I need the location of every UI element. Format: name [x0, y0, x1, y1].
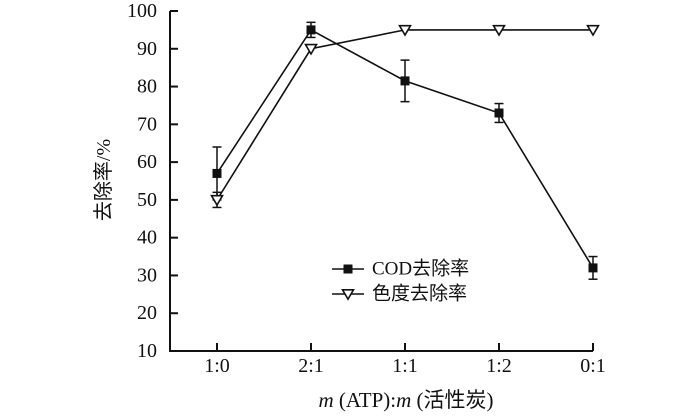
- x-tick-label: 0:1: [580, 355, 606, 377]
- y-tick-label: 70: [137, 113, 157, 135]
- y-tick-label: 50: [137, 189, 157, 211]
- legend-marker: [343, 264, 353, 274]
- chroma-data-point: [398, 24, 412, 37]
- y-tick-label: 20: [137, 302, 157, 324]
- legend-item: 色度去除率: [332, 283, 467, 305]
- legend-marker: [341, 288, 355, 301]
- chroma-data-point: [210, 194, 224, 207]
- legend-item: COD去除率: [332, 258, 469, 280]
- x-axis-title: m (ATP):m (活性炭): [318, 388, 493, 412]
- x-tick-label: 2:1: [298, 355, 324, 377]
- x-tick-label: 1:1: [392, 355, 418, 377]
- cod-data-point: [588, 263, 598, 273]
- y-tick-label: 10: [137, 340, 157, 362]
- y-axis-title: 去除率/%: [92, 139, 115, 221]
- cod-data-point: [212, 168, 222, 178]
- y-tick-label: 60: [137, 151, 157, 173]
- y-tick-label: 80: [137, 76, 157, 98]
- chroma-data-point: [304, 43, 318, 56]
- y-tick-label: 100: [127, 0, 157, 22]
- cod-data-point: [306, 25, 316, 35]
- x-tick-label: 1:2: [486, 355, 512, 377]
- cod-data-point: [400, 76, 410, 86]
- legend-label: 色度去除率: [372, 283, 467, 305]
- cod-data-point: [494, 108, 504, 118]
- y-tick-label: 30: [137, 264, 157, 286]
- y-tick-label: 90: [137, 38, 157, 60]
- chroma-data-point: [492, 24, 506, 37]
- chroma-data-point: [586, 24, 600, 37]
- x-tick-label: 1:0: [204, 355, 230, 377]
- legend-label: COD去除率: [372, 258, 469, 280]
- y-tick-label: 40: [137, 227, 157, 249]
